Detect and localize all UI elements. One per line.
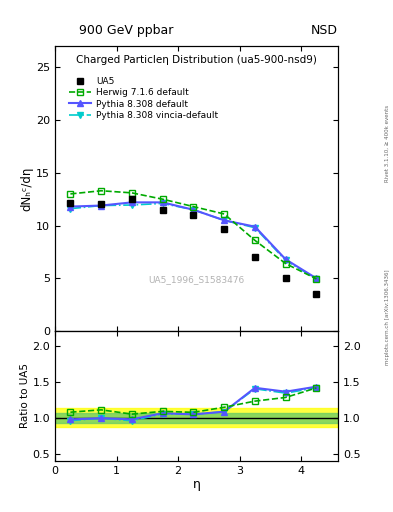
UA5 xyxy=(130,196,134,202)
Y-axis label: dNₕᶜ/dη: dNₕᶜ/dη xyxy=(20,166,33,211)
Bar xyxy=(55,408,338,427)
Line: Pythia 8.308 default: Pythia 8.308 default xyxy=(67,199,320,282)
Pythia 8.308 vincia-default xyxy=(191,207,196,213)
Text: 900 GeV ppbar: 900 GeV ppbar xyxy=(79,24,173,37)
Pythia 8.308 default xyxy=(222,217,226,223)
UA5 xyxy=(283,275,288,282)
Pythia 8.308 vincia-default xyxy=(222,217,226,223)
Herwig 7.1.6 default xyxy=(99,188,103,194)
Pythia 8.308 default xyxy=(160,199,165,205)
Line: Pythia 8.308 vincia-default: Pythia 8.308 vincia-default xyxy=(67,200,320,282)
Pythia 8.308 default xyxy=(283,257,288,263)
Pythia 8.308 vincia-default xyxy=(99,202,103,208)
Text: NSD: NSD xyxy=(311,24,338,37)
Herwig 7.1.6 default xyxy=(68,191,73,197)
Y-axis label: Ratio to UA5: Ratio to UA5 xyxy=(20,364,29,429)
Legend: UA5, Herwig 7.1.6 default, Pythia 8.308 default, Pythia 8.308 vincia-default: UA5, Herwig 7.1.6 default, Pythia 8.308 … xyxy=(65,73,222,123)
Pythia 8.308 default xyxy=(191,207,196,213)
Line: UA5: UA5 xyxy=(67,196,320,297)
UA5 xyxy=(160,207,165,213)
UA5 xyxy=(99,201,103,207)
Pythia 8.308 default xyxy=(99,202,103,208)
Text: mcplots.cern.ch [arXiv:1306.3436]: mcplots.cern.ch [arXiv:1306.3436] xyxy=(385,270,390,365)
Pythia 8.308 vincia-default xyxy=(68,206,73,212)
UA5 xyxy=(253,254,257,260)
Herwig 7.1.6 default xyxy=(191,203,196,210)
Herwig 7.1.6 default xyxy=(222,211,226,217)
Pythia 8.308 vincia-default xyxy=(283,258,288,264)
UA5 xyxy=(314,291,319,297)
Herwig 7.1.6 default xyxy=(283,261,288,267)
Line: Herwig 7.1.6 default: Herwig 7.1.6 default xyxy=(67,187,320,282)
Pythia 8.308 default xyxy=(68,203,73,210)
Pythia 8.308 default xyxy=(130,199,134,205)
Text: Rivet 3.1.10, ≥ 400k events: Rivet 3.1.10, ≥ 400k events xyxy=(385,105,390,182)
UA5 xyxy=(222,226,226,232)
Pythia 8.308 vincia-default xyxy=(130,202,134,208)
Herwig 7.1.6 default xyxy=(314,276,319,282)
Text: UA5_1996_S1583476: UA5_1996_S1583476 xyxy=(149,275,244,284)
Herwig 7.1.6 default xyxy=(130,190,134,196)
Pythia 8.308 vincia-default xyxy=(253,225,257,231)
Pythia 8.308 default xyxy=(314,275,319,282)
Text: Charged Particleη Distribution (ua5-900-nsd9): Charged Particleη Distribution (ua5-900-… xyxy=(76,55,317,65)
X-axis label: η: η xyxy=(193,478,200,492)
Herwig 7.1.6 default xyxy=(160,196,165,202)
UA5 xyxy=(191,212,196,218)
UA5 xyxy=(68,200,73,206)
Herwig 7.1.6 default xyxy=(253,238,257,244)
Pythia 8.308 vincia-default xyxy=(314,276,319,282)
Pythia 8.308 vincia-default xyxy=(160,200,165,206)
Pythia 8.308 default xyxy=(253,224,257,230)
Bar xyxy=(55,413,338,422)
